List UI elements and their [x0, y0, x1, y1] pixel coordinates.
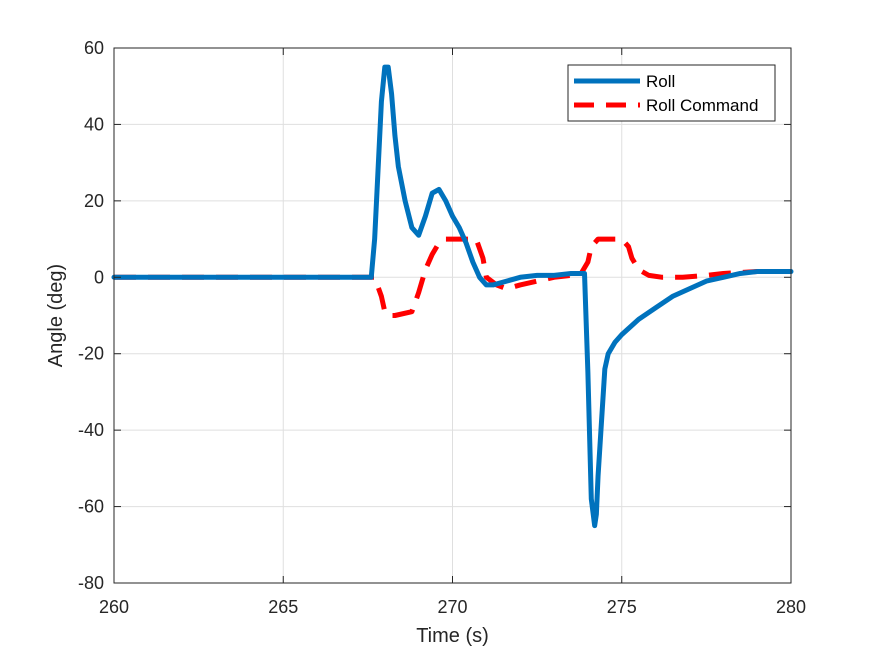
x-tick-label: 270 [437, 597, 467, 617]
series-layer [111, 64, 794, 529]
y-tick-label: -20 [78, 344, 104, 364]
y-tick-label: 20 [84, 191, 104, 211]
legend: Roll Roll Command [567, 64, 776, 122]
x-tick-labels: 260 265 270 275 280 [99, 597, 806, 617]
y-tick-label: -60 [78, 497, 104, 517]
y-tick-label: 60 [84, 38, 104, 58]
x-tick-label: 280 [776, 597, 806, 617]
series-line-roll [111, 64, 794, 529]
y-tick-label: 40 [84, 114, 104, 134]
x-tick-label: 265 [268, 597, 298, 617]
y-tick-label: 0 [94, 267, 104, 287]
legend-box [567, 64, 776, 122]
legend-label-roll: Roll [646, 72, 675, 91]
x-tick-label: 260 [99, 597, 129, 617]
y-tick-label: -40 [78, 420, 104, 440]
y-tick-labels: -80 -60 -40 -20 0 20 40 60 [78, 38, 104, 593]
y-tick-label: -80 [78, 573, 104, 593]
x-axis-label: Time (s) [416, 625, 489, 647]
x-tick-label: 275 [607, 597, 637, 617]
axis-ticks [113, 47, 792, 584]
y-axis-label: Angle (deg) [45, 264, 67, 367]
legend-label-roll-command: Roll Command [646, 96, 758, 115]
